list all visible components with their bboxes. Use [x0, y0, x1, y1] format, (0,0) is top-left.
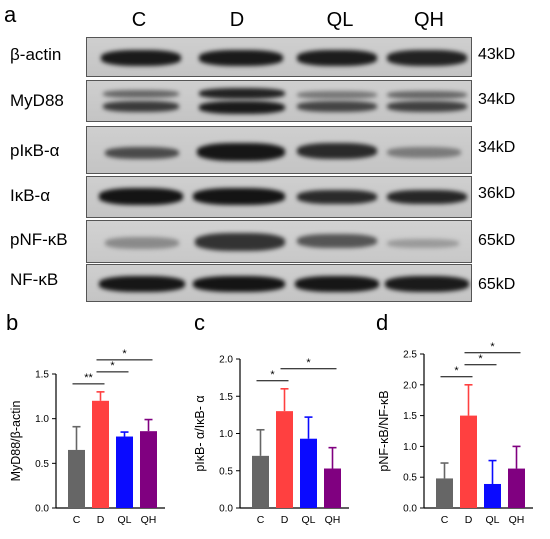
x-tick-label: QH — [141, 514, 157, 526]
significance-label: * — [306, 357, 311, 369]
bar-chart-c: 0.0 0.5 1.0 1.5 2.0 pIκB- α/IκB- α C D QL QH * * — [193, 355, 349, 526]
row-label-pnf-kb: pNF-κB — [10, 230, 68, 249]
y-axis-label: pNF-κB/NF-κB — [377, 390, 391, 471]
x-tick-label: QL — [485, 514, 499, 526]
significance-label: * — [490, 341, 495, 353]
x-tick-label: D — [97, 514, 105, 526]
significance-label: * — [122, 348, 127, 360]
y-tick-label: 0.0 — [403, 504, 417, 515]
x-tick-label: QL — [117, 514, 131, 526]
blot-pikb-a — [86, 126, 472, 174]
bar-c — [252, 455, 269, 508]
bar-chart-d: 0.0 0.5 1.0 1.5 2.0 2.5 pNF-κB/NF-κB C D QL QH * * * — [377, 341, 533, 526]
y-tick-label: 1.0 — [219, 429, 233, 440]
significance-label: * — [110, 360, 115, 372]
y-tick-label: 0.5 — [35, 459, 49, 470]
y-tick-label: 0.5 — [219, 466, 233, 477]
blot-beta-actin — [86, 37, 472, 77]
y-tick-label: 1.0 — [403, 442, 417, 453]
lane-label-c: C — [131, 9, 147, 31]
row-label-myd88: MyD88 — [10, 91, 64, 110]
kd-label-beta-actin: 43kD — [478, 46, 516, 63]
x-tick-label: QH — [325, 514, 341, 526]
bar-ql — [484, 483, 501, 508]
y-axis-label: MyD88/β-actin — [9, 401, 23, 482]
row-label-nf-kb: NF-κB — [10, 270, 59, 289]
row-label-pikb-a: pIκB-α — [10, 141, 60, 160]
y-tick-label: 1.0 — [35, 414, 49, 425]
panel-letter-a: a — [4, 2, 17, 27]
lane-label-d: D — [229, 9, 245, 31]
kd-label-ikb-a: 36kD — [478, 185, 516, 202]
kd-label-myd88: 34kD — [478, 91, 516, 108]
panel-letter-c: c — [194, 310, 205, 335]
significance-label: * — [478, 353, 483, 365]
significance-label: * — [270, 369, 275, 381]
blot-ikb-a — [86, 176, 472, 218]
bar-c — [436, 478, 453, 508]
y-axis-label: pIκB- α/IκB- α — [193, 395, 207, 471]
x-tick-label: QL — [301, 514, 315, 526]
x-tick-label: D — [465, 514, 473, 526]
bar-qh — [508, 468, 525, 508]
blot-myd88 — [86, 80, 472, 122]
y-tick-label: 0.5 — [403, 473, 417, 484]
row-label-ikb-a: IκB-α — [10, 186, 51, 205]
x-tick-label: D — [281, 514, 289, 526]
kd-label-pnf-kb: 65kD — [478, 232, 516, 249]
row-label-beta-actin: β-actin — [10, 45, 62, 64]
bar-qh — [140, 431, 157, 508]
x-tick-label: C — [441, 514, 449, 526]
bar-ql — [300, 438, 317, 508]
bar-d — [460, 415, 477, 508]
bar-ql — [116, 436, 133, 508]
bar-c — [68, 449, 85, 508]
y-tick-label: 2.5 — [403, 350, 417, 361]
x-tick-label: C — [257, 514, 265, 526]
blot-nf-kb — [86, 264, 472, 302]
x-tick-label: QH — [509, 514, 525, 526]
kd-label-pikb-a: 34kD — [478, 139, 516, 156]
kd-label-nf-kb: 65kD — [478, 276, 516, 293]
y-tick-label: 2.0 — [219, 355, 233, 366]
panel-letter-b: b — [6, 310, 19, 335]
bar-qh — [324, 468, 341, 508]
y-tick-label: 0.0 — [219, 504, 233, 515]
y-tick-label: 2.0 — [403, 380, 417, 391]
significance-label: ** — [84, 372, 93, 384]
lane-label-ql: QL — [326, 9, 354, 31]
lane-label-qh: QH — [414, 9, 444, 31]
y-tick-label: 1.5 — [403, 411, 417, 422]
y-tick-label: 0.0 — [35, 504, 49, 515]
y-tick-label: 1.5 — [35, 370, 49, 381]
significance-label: * — [454, 365, 459, 377]
bar-d — [276, 411, 293, 508]
panel-letter-d: d — [376, 310, 389, 335]
y-tick-label: 1.5 — [219, 392, 233, 403]
bar-d — [92, 400, 109, 508]
blot-pnf-kb — [86, 220, 472, 263]
x-tick-label: C — [73, 514, 81, 526]
